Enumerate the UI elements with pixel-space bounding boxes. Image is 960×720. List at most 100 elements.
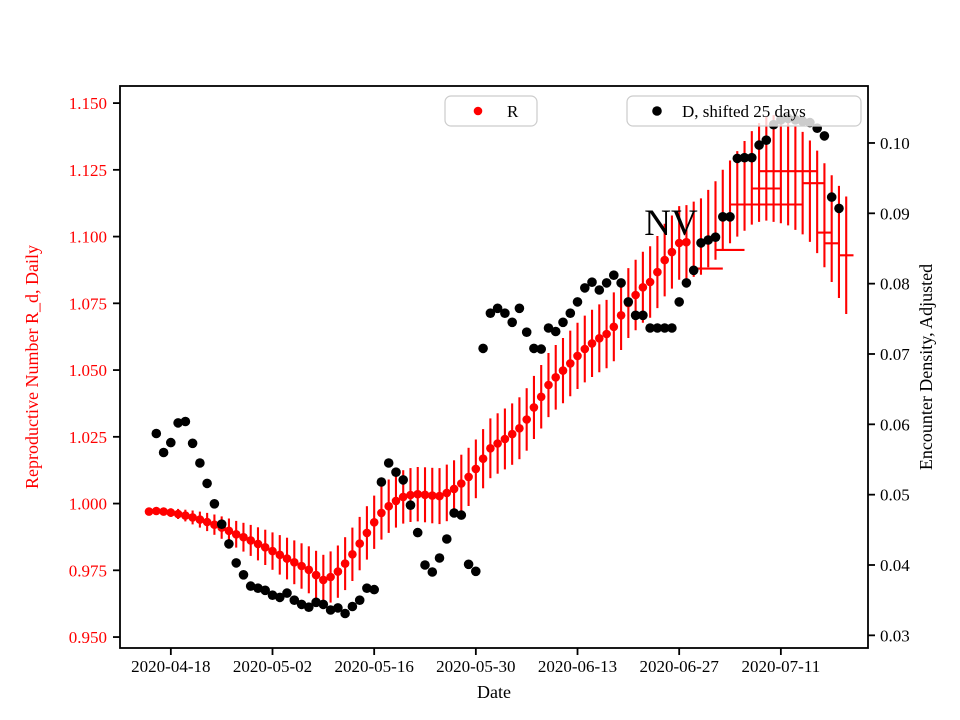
r-point <box>166 508 176 517</box>
d-point <box>245 581 256 591</box>
d-point <box>275 592 285 603</box>
d-point <box>688 265 699 276</box>
r-point <box>260 543 270 552</box>
y-right-tick-label: 0.05 <box>880 486 910 505</box>
d-point <box>340 608 350 619</box>
d-point <box>202 478 212 489</box>
r-point <box>224 526 234 536</box>
d-point <box>514 303 525 314</box>
r-point <box>159 507 168 516</box>
y-left-tick-label: 1.000 <box>69 495 107 514</box>
r-point <box>377 508 386 518</box>
x-tick-label: 2020-05-02 <box>233 657 312 676</box>
r-point <box>449 484 459 494</box>
d-point <box>638 310 648 321</box>
d-point <box>710 232 721 242</box>
d-point <box>601 278 612 288</box>
r-point <box>471 464 481 474</box>
d-point <box>761 135 772 145</box>
d-point <box>296 599 307 610</box>
legend-box: D, shifted 25 days <box>626 95 862 127</box>
d-point <box>369 584 380 595</box>
r-point <box>558 366 568 375</box>
r-point <box>573 351 582 361</box>
d-point <box>180 416 191 427</box>
d-point <box>347 601 358 612</box>
d-point <box>209 499 220 509</box>
r-point <box>297 561 306 571</box>
legend-frame <box>626 95 862 127</box>
d-point <box>492 303 503 314</box>
d-point <box>630 310 641 321</box>
r-point <box>609 322 619 332</box>
legend-label: R <box>507 102 519 121</box>
d-point <box>696 238 706 248</box>
r-point <box>638 283 648 292</box>
r-point <box>435 491 444 501</box>
d-point <box>398 475 409 485</box>
r-point <box>210 520 219 529</box>
d-point <box>253 583 263 593</box>
r-point <box>507 429 517 439</box>
r-point <box>311 570 321 580</box>
d-point <box>580 283 590 293</box>
d-point <box>659 323 670 333</box>
d-point <box>442 534 452 544</box>
d-point <box>463 559 474 570</box>
d-point <box>674 297 684 307</box>
r-point <box>602 329 611 339</box>
r-point <box>406 490 415 500</box>
y-left-tick-label: 1.025 <box>69 428 107 447</box>
d-point <box>304 602 314 612</box>
d-point <box>819 131 830 141</box>
d-point <box>485 308 496 319</box>
d-point <box>325 605 336 615</box>
d-point <box>166 437 176 448</box>
r-point <box>464 472 473 482</box>
r-point <box>152 506 161 516</box>
d-point <box>529 343 539 354</box>
x-tick-label: 2020-06-27 <box>640 657 720 676</box>
d-point <box>550 326 561 337</box>
d-point <box>391 467 401 478</box>
y-axis-label-right: Encounter Density, Adjusted <box>916 264 936 470</box>
d-point <box>739 152 750 163</box>
d-point <box>609 270 619 281</box>
r-point <box>188 513 197 522</box>
x-tick-label: 2020-05-30 <box>436 657 515 676</box>
r-point <box>340 559 350 568</box>
data-layer <box>144 113 854 619</box>
d-point <box>718 212 728 222</box>
r-point <box>667 247 677 257</box>
r-point <box>536 392 546 402</box>
r-point <box>202 517 212 527</box>
y-right-tick-label: 0.09 <box>880 204 910 223</box>
r-point <box>587 339 597 348</box>
y-left-tick-label: 1.100 <box>69 228 107 247</box>
d-point <box>231 558 241 568</box>
d-point <box>434 553 445 563</box>
y-right-tick-label: 0.04 <box>880 556 910 575</box>
d-point <box>195 458 205 468</box>
r-point <box>173 509 183 519</box>
d-point <box>681 278 692 288</box>
r-point <box>653 267 662 277</box>
r-point <box>674 238 684 248</box>
d-point <box>173 418 183 428</box>
d-point <box>834 203 844 214</box>
y-left-tick-label: 1.075 <box>69 294 107 313</box>
d-point <box>645 323 655 333</box>
r-point <box>493 439 502 448</box>
y-right-tick-label: 0.07 <box>880 345 910 364</box>
y-axis-label-left: Reproductive Number R_d, Daily <box>22 245 42 489</box>
d-point <box>507 317 517 328</box>
legend-marker-icon <box>652 106 662 116</box>
r-point <box>413 489 423 499</box>
d-point <box>587 277 597 288</box>
r-point <box>239 532 248 542</box>
y-right-tick-label: 0.08 <box>880 275 910 294</box>
d-point <box>754 140 764 150</box>
d-point <box>826 192 837 202</box>
d-point <box>362 583 372 593</box>
